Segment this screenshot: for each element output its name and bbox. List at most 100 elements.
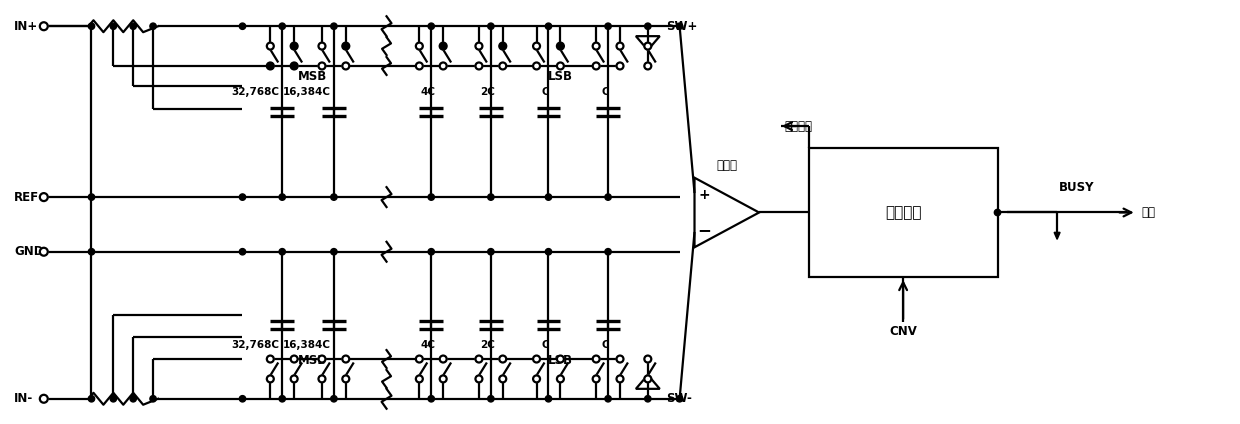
- Text: CNV: CNV: [889, 325, 918, 338]
- Text: +: +: [698, 187, 711, 202]
- Text: LSB: LSB: [548, 354, 573, 366]
- Circle shape: [440, 375, 446, 382]
- Circle shape: [605, 248, 611, 255]
- Circle shape: [557, 62, 564, 70]
- Circle shape: [557, 356, 564, 363]
- Circle shape: [291, 63, 298, 69]
- Circle shape: [267, 43, 274, 50]
- Circle shape: [487, 194, 494, 200]
- Circle shape: [279, 194, 285, 200]
- Circle shape: [342, 43, 348, 49]
- Circle shape: [290, 375, 298, 382]
- Circle shape: [110, 23, 117, 29]
- Circle shape: [487, 23, 494, 29]
- Circle shape: [475, 375, 482, 382]
- Circle shape: [500, 43, 506, 50]
- Circle shape: [533, 43, 541, 50]
- Circle shape: [290, 62, 298, 70]
- Circle shape: [546, 248, 552, 255]
- Circle shape: [267, 62, 274, 70]
- Circle shape: [88, 194, 94, 200]
- Circle shape: [88, 396, 94, 402]
- Circle shape: [290, 43, 298, 50]
- Circle shape: [645, 356, 651, 363]
- Text: MSB: MSB: [298, 70, 326, 84]
- Circle shape: [616, 62, 624, 70]
- Circle shape: [500, 62, 506, 70]
- Circle shape: [88, 23, 94, 29]
- Circle shape: [110, 396, 117, 402]
- Text: 比较器: 比较器: [717, 159, 738, 172]
- Circle shape: [546, 23, 552, 29]
- Text: C: C: [542, 87, 549, 97]
- Text: 16,384C: 16,384C: [283, 87, 331, 97]
- Circle shape: [319, 62, 325, 70]
- Text: IN-: IN-: [14, 392, 33, 405]
- Circle shape: [605, 194, 611, 200]
- Circle shape: [150, 23, 156, 29]
- Circle shape: [342, 356, 350, 363]
- Circle shape: [440, 356, 446, 363]
- Circle shape: [557, 375, 564, 382]
- Circle shape: [319, 43, 325, 50]
- Text: BUSY: BUSY: [1059, 181, 1095, 194]
- Circle shape: [616, 43, 624, 50]
- Circle shape: [593, 356, 600, 363]
- Circle shape: [342, 43, 350, 50]
- Text: GND: GND: [14, 245, 43, 258]
- Text: C: C: [601, 340, 609, 350]
- Circle shape: [239, 396, 246, 402]
- Text: 16,384C: 16,384C: [283, 340, 331, 350]
- Text: REF: REF: [14, 191, 40, 204]
- Circle shape: [546, 396, 552, 402]
- Text: 开关控制: 开关控制: [784, 120, 812, 133]
- Circle shape: [440, 62, 446, 70]
- Circle shape: [239, 248, 246, 255]
- Circle shape: [267, 356, 274, 363]
- Circle shape: [645, 396, 651, 402]
- Circle shape: [557, 43, 564, 50]
- Circle shape: [88, 248, 94, 255]
- Circle shape: [415, 62, 423, 70]
- Circle shape: [428, 23, 434, 29]
- Circle shape: [487, 396, 494, 402]
- Text: SW-: SW-: [666, 392, 692, 405]
- Circle shape: [616, 356, 624, 363]
- Polygon shape: [1054, 232, 1060, 239]
- Circle shape: [319, 356, 325, 363]
- Circle shape: [475, 356, 482, 363]
- Circle shape: [533, 375, 541, 382]
- Circle shape: [279, 396, 285, 402]
- Circle shape: [428, 248, 434, 255]
- Circle shape: [279, 248, 285, 255]
- Circle shape: [500, 43, 506, 49]
- Text: C: C: [542, 340, 549, 350]
- Circle shape: [440, 43, 446, 49]
- Text: 4C: 4C: [420, 340, 435, 350]
- Circle shape: [331, 248, 337, 255]
- Circle shape: [616, 375, 624, 382]
- Circle shape: [546, 194, 552, 200]
- Circle shape: [593, 43, 600, 50]
- Circle shape: [415, 43, 423, 50]
- Circle shape: [331, 194, 337, 200]
- Circle shape: [593, 375, 600, 382]
- Text: IN+: IN+: [14, 20, 38, 33]
- Circle shape: [331, 396, 337, 402]
- Circle shape: [645, 23, 651, 29]
- Text: 32,768C: 32,768C: [231, 87, 279, 97]
- Circle shape: [645, 375, 651, 382]
- Circle shape: [533, 62, 541, 70]
- Text: MSB: MSB: [298, 354, 326, 366]
- Circle shape: [533, 356, 541, 363]
- Circle shape: [645, 62, 651, 70]
- Circle shape: [40, 395, 48, 403]
- Circle shape: [593, 62, 600, 70]
- Circle shape: [342, 62, 350, 70]
- Circle shape: [605, 396, 611, 402]
- Circle shape: [428, 396, 434, 402]
- Text: 32,768C: 32,768C: [231, 340, 279, 350]
- Text: −: −: [698, 221, 712, 240]
- Text: LSB: LSB: [548, 70, 573, 84]
- Circle shape: [40, 22, 48, 30]
